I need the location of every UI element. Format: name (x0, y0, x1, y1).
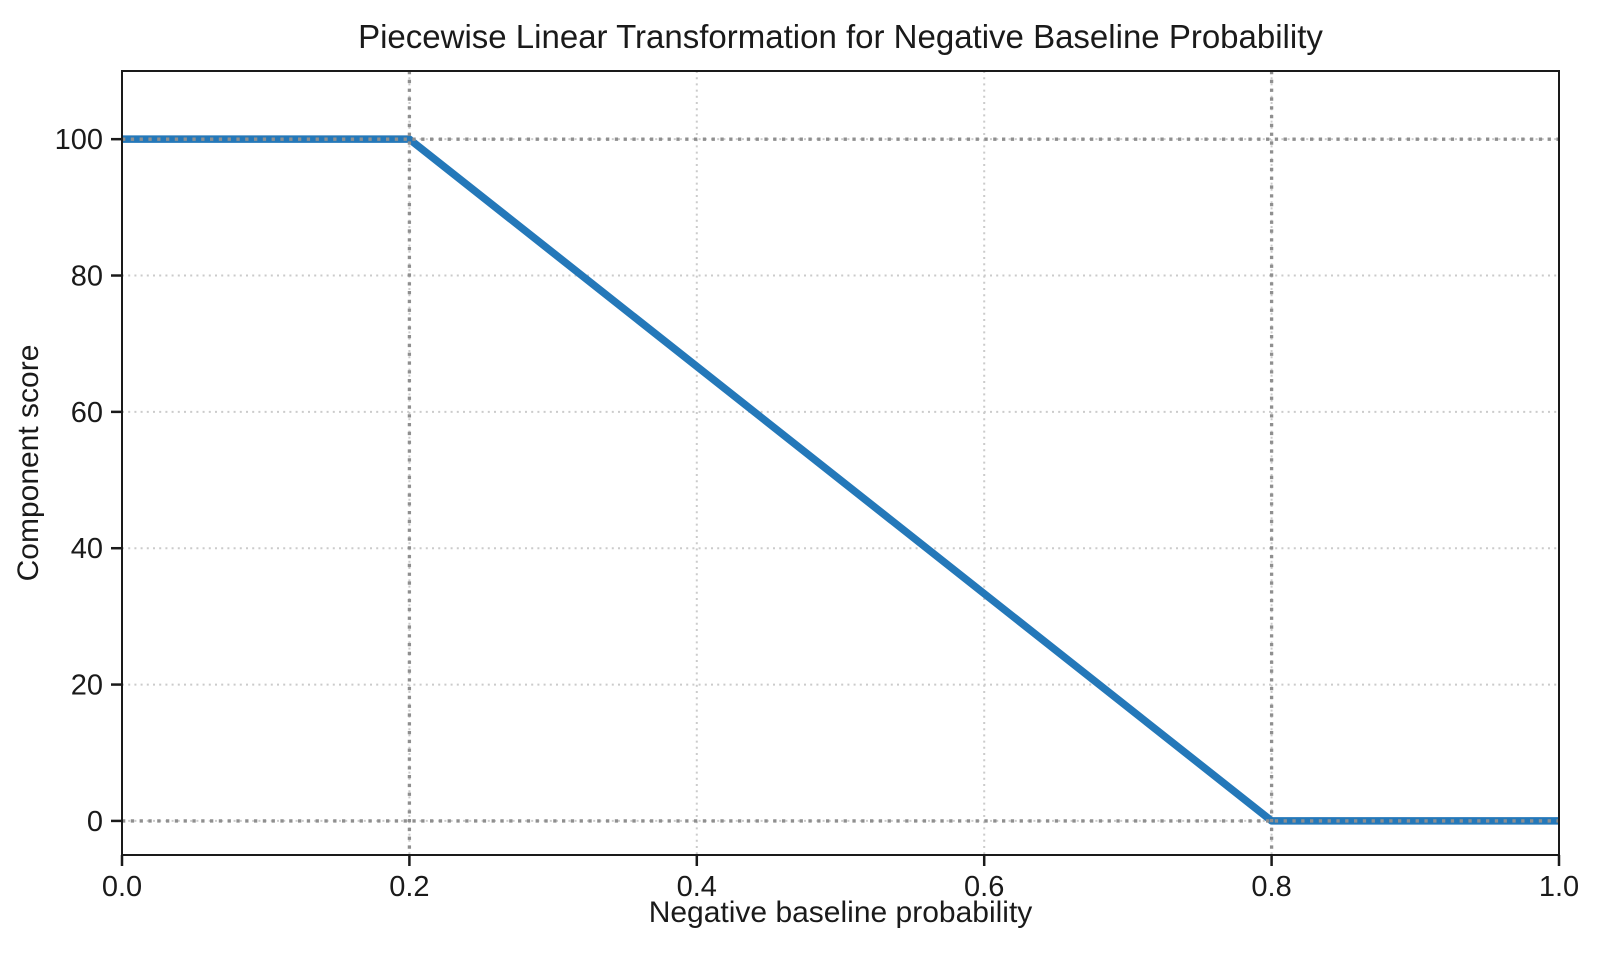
x-tick-label: 1.0 (1539, 871, 1579, 903)
y-tick-label: 40 (71, 533, 103, 565)
y-tick-label: 60 (71, 397, 103, 429)
x-tick-label: 0.2 (389, 871, 429, 903)
chart-title: Piecewise Linear Transformation for Nega… (358, 18, 1323, 55)
x-tick-label: 0.0 (102, 871, 142, 903)
y-axis-label: Component score (12, 345, 45, 582)
data-line (122, 135, 1559, 825)
y-tick-label: 0 (87, 806, 103, 838)
x-tick-label: 0.6 (964, 871, 1004, 903)
x-axis-label: Negative baseline probability (649, 896, 1033, 929)
y-tick-label: 80 (71, 261, 103, 293)
x-tick-label: 0.8 (1251, 871, 1291, 903)
plot-border (121, 70, 1560, 856)
x-tick-label: 0.4 (677, 871, 717, 903)
y-tick-label: 100 (55, 124, 103, 156)
y-tick-label: 20 (71, 670, 103, 702)
